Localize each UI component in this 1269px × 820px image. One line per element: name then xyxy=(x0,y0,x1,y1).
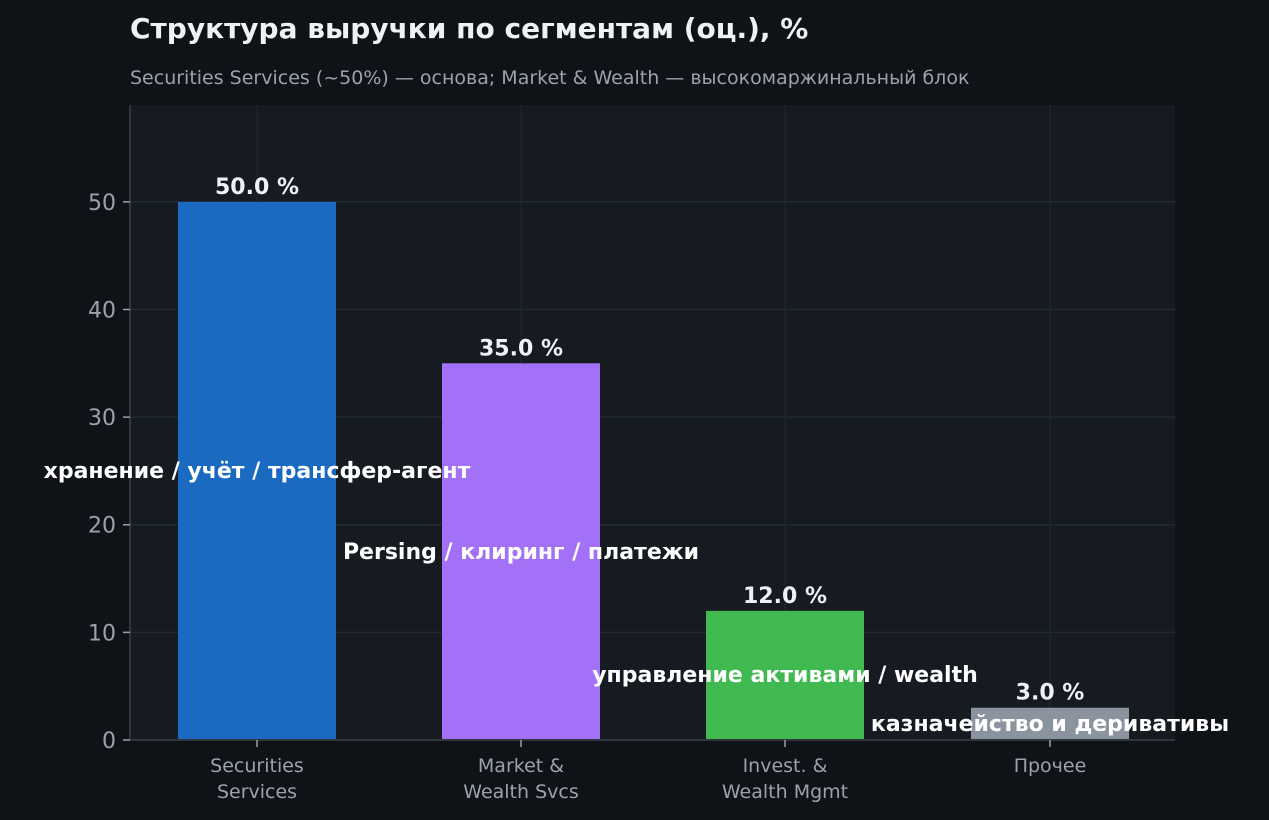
y-tick-label-1: 10 xyxy=(88,621,116,646)
chart-subtitle: Securities Services (~50%) — основа; Mar… xyxy=(130,67,969,89)
x-tick-label-2: Invest. & Wealth Mgmt xyxy=(722,755,848,803)
bar-0 xyxy=(178,201,336,741)
y-tick-label-0: 0 xyxy=(102,729,116,754)
chart-title: Структура выручки по сегментам (оц.), % xyxy=(130,12,808,45)
axes: 0 10 20 30 40 50 Securities Services Market & Wea… xyxy=(88,105,1175,803)
y-tick-label-4: 40 xyxy=(88,298,116,323)
x-tick-label-line-1-0: Market & xyxy=(478,755,564,777)
bar-2 xyxy=(706,610,864,740)
x-tick-label-line-0-1: Services xyxy=(217,781,297,803)
bar-annotation-0: хранение / учёт / трансфер-агент xyxy=(44,459,471,484)
value-label-3: 3.0 % xyxy=(1016,681,1085,706)
bar-3 xyxy=(971,707,1129,740)
y-tick-label-5: 50 xyxy=(88,191,116,216)
bar-annotation-1: Persing / клиринг / платежи xyxy=(343,540,699,565)
x-tick-label-line-1-1: Wealth Svcs xyxy=(463,781,578,803)
y-tick-label-3: 30 xyxy=(88,406,116,431)
x-tick-label-0: Securities Services xyxy=(210,755,304,803)
bar-1 xyxy=(442,363,600,740)
y-tick-label-2: 20 xyxy=(88,514,116,539)
x-tick-label-line-0-0: Securities xyxy=(210,755,304,777)
bar-annotation-3: казначейство и деривативы xyxy=(871,712,1229,737)
x-tick-label-3: Прочее xyxy=(1014,755,1087,777)
x-tick-label-1: Market & Wealth Svcs xyxy=(463,755,578,803)
bars xyxy=(178,201,1129,741)
labels: 50.0 % 35.0 % 12.0 % 3.0 % хранение / учёт /… xyxy=(44,175,1229,737)
bar-annotation-2: управление активами / wealth xyxy=(592,663,978,688)
value-label-2: 12.0 % xyxy=(743,584,827,609)
x-tick-label-line-2-0: Invest. & xyxy=(743,755,828,777)
value-label-0: 50.0 % xyxy=(215,175,299,200)
x-tick-label-line-3-0: Прочее xyxy=(1014,755,1087,777)
value-label-1: 35.0 % xyxy=(479,336,563,361)
x-tick-label-line-2-1: Wealth Mgmt xyxy=(722,781,848,803)
